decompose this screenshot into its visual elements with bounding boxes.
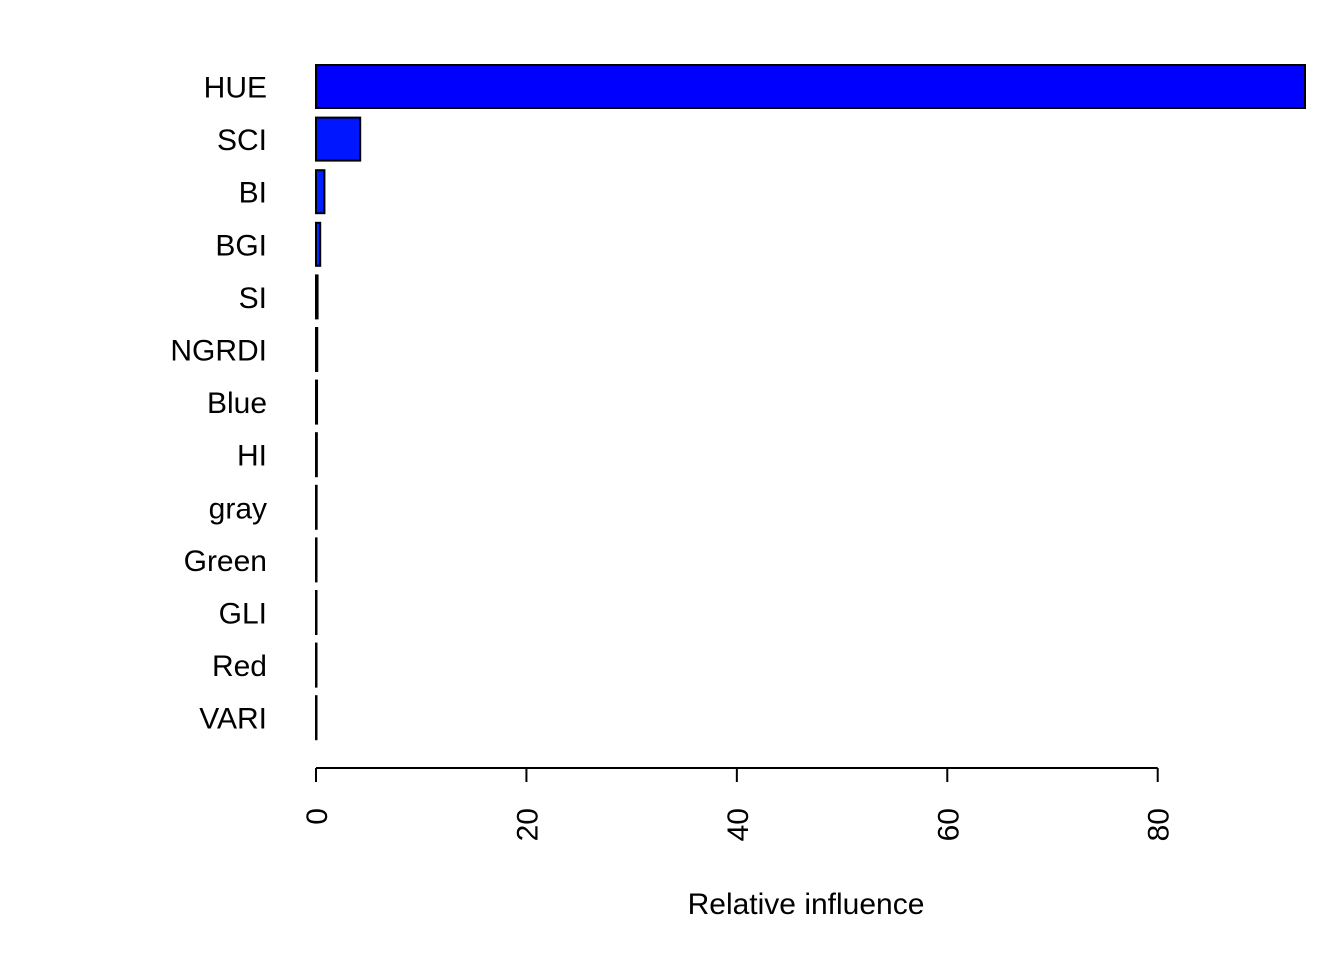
bar-ngrdi bbox=[315, 327, 319, 372]
category-label-bi: BI bbox=[239, 177, 267, 210]
x-tick-label-20: 20 bbox=[511, 808, 544, 841]
category-labels: HUE SCI BI BGI SI NGRDI Blue HI gray Green GLI Red V… bbox=[170, 72, 267, 736]
category-label-sci: SCI bbox=[217, 124, 267, 157]
x-tick-label-80: 80 bbox=[1143, 808, 1176, 841]
category-label-hi: HI bbox=[237, 440, 267, 473]
bar-green bbox=[315, 537, 318, 583]
x-tick-label-60: 60 bbox=[932, 808, 965, 841]
category-label-gli: GLI bbox=[219, 598, 267, 631]
bar-bi bbox=[315, 169, 326, 215]
bar-red bbox=[315, 642, 318, 688]
category-label-hue: HUE bbox=[204, 72, 267, 105]
bar-gray bbox=[315, 484, 318, 530]
category-label-red: Red bbox=[212, 650, 267, 683]
x-tick-label-40: 40 bbox=[722, 808, 755, 841]
category-label-vari: VARI bbox=[199, 703, 267, 736]
x-axis: 0 20 40 60 80 bbox=[301, 767, 1176, 841]
bar-blue bbox=[315, 379, 319, 425]
bar-hue bbox=[315, 64, 1306, 109]
bar-gli bbox=[315, 590, 318, 635]
category-label-ngrdi: NGRDI bbox=[170, 335, 267, 368]
category-label-bgi: BGI bbox=[215, 229, 267, 262]
bar-vari bbox=[315, 695, 318, 741]
bar-sci bbox=[315, 116, 362, 162]
bar-hi bbox=[315, 432, 318, 478]
category-label-gray: gray bbox=[209, 492, 267, 525]
category-label-blue: Blue bbox=[207, 387, 267, 420]
category-label-si: SI bbox=[239, 282, 267, 315]
bars-layer bbox=[315, 64, 1306, 741]
x-tick-label-0: 0 bbox=[301, 808, 334, 825]
category-label-green: Green bbox=[184, 545, 267, 578]
bar-bgi bbox=[315, 221, 322, 267]
bar-si bbox=[315, 274, 319, 320]
x-axis-title: Relative influence bbox=[688, 888, 925, 921]
